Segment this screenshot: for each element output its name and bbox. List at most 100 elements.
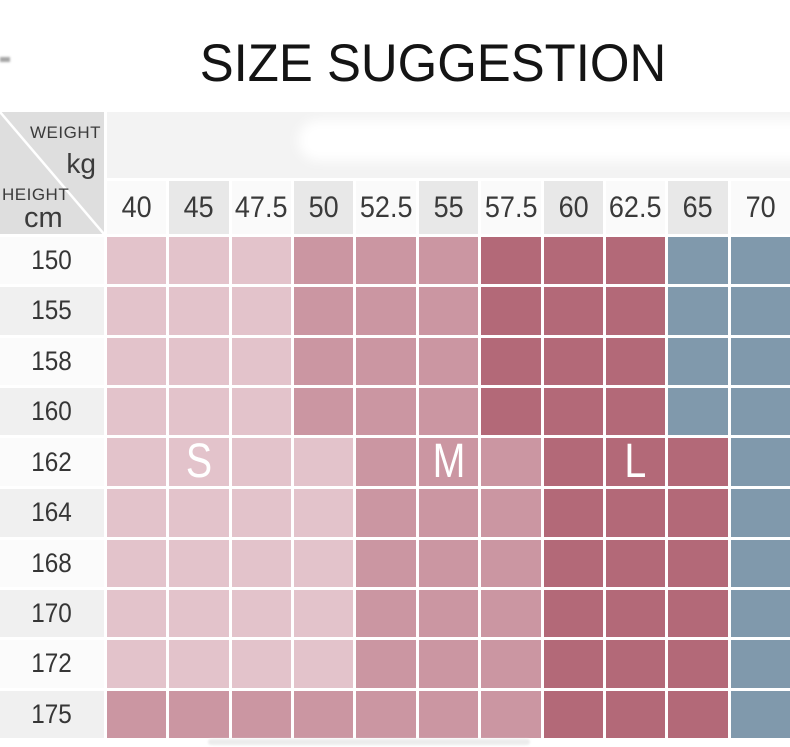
grid-cell-h162-w55: M bbox=[418, 435, 479, 489]
grid-cell-h150-w40 bbox=[107, 237, 167, 285]
weight-header-57.5: 57.5 bbox=[481, 181, 541, 234]
grid-cell-h162-w65 bbox=[668, 438, 728, 487]
grid-cell-h170-w55 bbox=[418, 589, 479, 638]
height-label-175: 175 bbox=[0, 690, 104, 738]
page-title: SIZE SUGGESTION bbox=[0, 36, 790, 92]
grid-cell-h170-w50 bbox=[294, 589, 354, 638]
grid-cell-h170-w40 bbox=[107, 589, 167, 638]
grid-cell-h164-w52.5 bbox=[356, 489, 416, 537]
height-label-text: 168 bbox=[31, 547, 73, 578]
grid-cell-h162-w40 bbox=[107, 438, 167, 487]
grid-cell-h160-w65 bbox=[668, 387, 728, 436]
grid-cell-h170-w70 bbox=[730, 589, 790, 638]
grid-cell-h175-w50 bbox=[294, 690, 354, 738]
weight-header-45: 45 bbox=[169, 181, 229, 234]
weight-header-50: 50 bbox=[294, 181, 354, 234]
grid-cell-h172-w47.5 bbox=[231, 640, 292, 688]
grid-cell-h175-w60 bbox=[543, 690, 603, 738]
height-label-text: 175 bbox=[31, 698, 73, 729]
height-axis-label: HEIGHT bbox=[2, 185, 70, 204]
grid-cell-h172-w60 bbox=[543, 640, 603, 688]
edge-smudge-mark bbox=[0, 57, 10, 62]
grid-cell-h155-w40 bbox=[107, 287, 167, 335]
grid-cell-h164-w50 bbox=[294, 489, 354, 537]
grid-cell-h158-w60 bbox=[543, 337, 603, 385]
grid-cell-h175-w40 bbox=[107, 690, 167, 738]
grid-cell-h158-w52.5 bbox=[356, 337, 416, 385]
grid-cell-h150-w62.5 bbox=[605, 237, 666, 285]
grid-cell-h168-w60 bbox=[543, 539, 603, 587]
grid-cell-h170-w52.5 bbox=[356, 589, 416, 638]
weight-header-55: 55 bbox=[418, 181, 479, 234]
grid-cell-h172-w65 bbox=[668, 640, 728, 688]
weight-header-52.5: 52.5 bbox=[356, 181, 416, 234]
grid-cell-h175-w70 bbox=[730, 690, 790, 738]
grid-cell-h150-w45 bbox=[169, 237, 229, 285]
grid-cell-h160-w45 bbox=[169, 387, 229, 436]
height-label-164: 164 bbox=[0, 489, 104, 537]
weight-header-label: 47.5 bbox=[235, 190, 288, 224]
table-corner-cell: WEIGHT kg HEIGHT cm bbox=[0, 112, 104, 234]
grid-cell-h175-w62.5 bbox=[605, 690, 666, 738]
weight-header-60: 60 bbox=[543, 181, 603, 234]
grid-cell-h155-w65 bbox=[668, 287, 728, 335]
grid-cell-h172-w57.5 bbox=[481, 640, 541, 688]
grid-cell-h160-w60 bbox=[543, 387, 603, 436]
grid-cell-h168-w55 bbox=[418, 539, 479, 587]
grid-cell-h170-w62.5 bbox=[605, 589, 666, 638]
grid-cell-h162-w60 bbox=[543, 438, 603, 487]
height-label-170: 170 bbox=[0, 589, 104, 638]
grid-cell-h150-w52.5 bbox=[356, 237, 416, 285]
grid-cell-h164-w70 bbox=[730, 489, 790, 537]
grid-cell-h168-w70 bbox=[730, 539, 790, 587]
grid-cell-h175-w47.5 bbox=[231, 690, 292, 738]
weight-header-70: 70 bbox=[730, 181, 790, 234]
grid-cell-h175-w65 bbox=[668, 690, 728, 738]
grid-cell-h170-w65 bbox=[668, 589, 728, 638]
grid-cell-h155-w62.5 bbox=[605, 287, 666, 335]
grid-cell-h162-w52.5 bbox=[356, 438, 416, 487]
grid-cell-h164-w47.5 bbox=[231, 489, 292, 537]
bottom-smudge-decoration bbox=[208, 739, 530, 745]
grid-cell-h164-w40 bbox=[107, 489, 167, 537]
grid-cell-h170-w60 bbox=[543, 589, 603, 638]
height-label-160: 160 bbox=[0, 387, 104, 436]
height-label-text: 170 bbox=[31, 598, 73, 629]
grid-cell-h155-w57.5 bbox=[481, 287, 541, 335]
height-label-158: 158 bbox=[0, 337, 104, 385]
grid-cell-h162-w62.5: L bbox=[605, 438, 666, 487]
grid-cell-h155-w55 bbox=[418, 287, 479, 335]
grid-cell-h155-w70 bbox=[730, 287, 790, 335]
grid-cell-h160-w70 bbox=[730, 387, 790, 436]
grid-cell-h164-w62.5 bbox=[605, 489, 666, 537]
weight-header-62.5: 62.5 bbox=[605, 181, 666, 234]
weight-header-label: 40 bbox=[121, 190, 152, 224]
grid-cell-h168-w45 bbox=[169, 539, 229, 587]
grid-cell-h160-w47.5 bbox=[231, 387, 292, 436]
grid-cell-h150-w55 bbox=[418, 237, 479, 285]
weight-header-40: 40 bbox=[107, 181, 167, 234]
grid-cell-h168-w57.5 bbox=[481, 539, 541, 587]
grid-cell-h158-w55 bbox=[418, 337, 479, 385]
grid-cell-h158-w50 bbox=[294, 337, 354, 385]
size-zone-letter-M: M bbox=[432, 435, 465, 489]
grid-cell-h158-w47.5 bbox=[231, 337, 292, 385]
grid-cell-h158-w45 bbox=[169, 337, 229, 385]
weight-header-label: 65 bbox=[682, 190, 713, 224]
grid-cell-h168-w52.5 bbox=[356, 539, 416, 587]
weight-header-label: 62.5 bbox=[609, 190, 662, 224]
grid-cell-h172-w52.5 bbox=[356, 640, 416, 688]
grid-cell-h162-w50 bbox=[294, 438, 354, 487]
grid-cell-h172-w50 bbox=[294, 640, 354, 688]
grid-cell-h158-w40 bbox=[107, 337, 167, 385]
height-label-text: 150 bbox=[31, 245, 73, 276]
grid-cell-h150-w50 bbox=[294, 237, 354, 285]
weight-header-label: 70 bbox=[745, 190, 776, 224]
weight-axis-label: WEIGHT bbox=[30, 123, 101, 142]
grid-cell-h155-w60 bbox=[543, 287, 603, 335]
grid-cell-h160-w40 bbox=[107, 387, 167, 436]
weight-header-47.5: 47.5 bbox=[231, 181, 292, 234]
diagonal-divider-line bbox=[0, 112, 104, 234]
page-title-text: SIZE SUGGESTION bbox=[199, 34, 667, 93]
height-label-text: 172 bbox=[31, 648, 73, 679]
